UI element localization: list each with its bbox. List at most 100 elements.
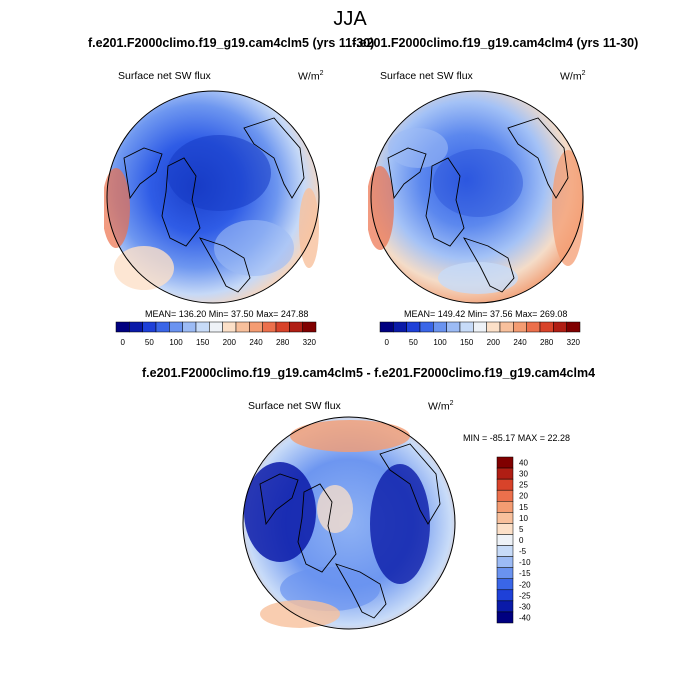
diff-colorbar-swatch: [496, 534, 514, 546]
panel1-stats: MEAN= 136.20 Min= 37.50 Max= 247.88: [145, 309, 309, 319]
panel1-canada-coastline: [123, 147, 163, 200]
diff-colorbar-tick-label: 15: [519, 503, 528, 512]
diff-stats: MIN = -85.17 MAX = 22.28: [463, 433, 571, 443]
diff-colorbar-swatch: [496, 456, 514, 469]
panel2-stats: MEAN= 149.42 Min= 37.56 Max= 269.08: [404, 309, 568, 319]
panel1-colorbar-swatch: [142, 321, 157, 333]
panel1-colorbar-tick-label: 240: [249, 338, 263, 347]
panel1-colorbar-tick-label: 320: [303, 338, 317, 347]
panel1-colorbar-tick-label: 100: [169, 338, 183, 347]
panel1-colorbar-swatch: [222, 321, 237, 333]
diff-colorbar-swatch: [496, 501, 514, 513]
panel1-colorbar-tick-label: 200: [223, 338, 237, 347]
panel2-colorbar: 0 50 100 150 200 240 280 320: [379, 321, 581, 347]
panel2-polar-map: [368, 90, 584, 304]
panel2-asia-coastline: [507, 117, 569, 199]
panel1-case-title: f.e201.F2000climo.f19_g19.cam4clm5 (yrs …: [88, 36, 375, 50]
panel1-asia-coastline: [243, 117, 305, 199]
diff-colorbar-tick-label: -40: [519, 613, 531, 622]
panel1-variable-label: Surface net SW flux: [118, 70, 211, 82]
diff-asia-coastline: [379, 443, 441, 525]
diff-colorbar-tick-label: 25: [519, 481, 528, 490]
panel1-colorbar: 0 50 100 150 200 240 280 320: [115, 321, 317, 347]
panel2-colorbar-swatch: [499, 321, 514, 333]
panel1-europe-coastline: [199, 237, 251, 293]
panel1-colorbar-swatch: [129, 321, 143, 333]
diff-colorbar: 40 30 25 20 15 10 5 0 -5 -10 -15 -20 -25 -30 -40: [496, 456, 531, 624]
panel2-colorbar-swatch: [526, 321, 541, 333]
panel2-colorbar-swatch: [459, 321, 474, 333]
diff-colorbar-tick-label: 30: [519, 470, 528, 479]
diff-title: f.e201.F2000climo.f19_g19.cam4clm5 - f.e…: [142, 366, 596, 380]
panel2-colorbar-tick-label: 240: [513, 338, 527, 347]
panel1-colorbar-tick-label: 280: [276, 338, 290, 347]
panel1-units-label: W/m2: [298, 70, 324, 83]
panel2-colorbar-swatch: [553, 321, 567, 333]
panel1-colorbar-swatch: [209, 321, 223, 333]
panel1-colorbar-swatch: [262, 321, 277, 333]
diff-colorbar-swatch: [496, 545, 514, 557]
panel2-colorbar-swatch: [486, 321, 501, 333]
panel2-colorbar-swatch: [406, 321, 421, 333]
diff-colorbar-swatch: [496, 567, 514, 579]
diff-colorbar-swatch: [496, 556, 514, 568]
diff-colorbar-tick-label: -20: [519, 580, 531, 589]
diff-colorbar-swatch: [496, 589, 514, 602]
panel1-colorbar-tick-label: 50: [145, 338, 154, 347]
panel2-colorbar-tick-label: 0: [384, 338, 389, 347]
panel2-canada-coastline: [387, 147, 427, 200]
diff-polar-map: [242, 416, 456, 630]
panel2-colorbar-swatch: [566, 321, 581, 333]
diff-colorbar-tick-label: -30: [519, 602, 531, 611]
diff-colorbar-swatch: [496, 611, 514, 624]
diff-colorbar-tick-label: 0: [519, 536, 524, 545]
panel1-colorbar-swatch: [115, 321, 130, 333]
diff-colorbar-tick-label: 40: [519, 459, 528, 468]
diff-colorbar-tick-label: 20: [519, 492, 528, 501]
panel1-polar-map: [104, 90, 320, 304]
panel1-colorbar-swatch: [235, 321, 250, 333]
panel1-colorbar-tick-label: 0: [120, 338, 125, 347]
diff-variable-label: Surface net SW flux: [248, 400, 341, 412]
panel1-colorbar-swatch: [249, 321, 263, 333]
panel2-europe-coastline: [463, 237, 515, 293]
panel2-colorbar-swatch: [513, 321, 527, 333]
diff-colorbar-swatch: [496, 512, 514, 524]
panel2-colorbar-swatch: [446, 321, 461, 333]
diff-colorbar-tick-label: -25: [519, 591, 531, 600]
diff-europe-coastline: [335, 563, 387, 619]
panel2-variable-label: Surface net SW flux: [380, 70, 473, 82]
diff-colorbar-tick-label: -15: [519, 569, 531, 578]
diff-colorbar-swatch: [496, 523, 514, 535]
panel2-colorbar-swatch: [473, 321, 487, 333]
diff-colorbar-swatch: [496, 478, 514, 491]
panel2-colorbar-tick-label: 100: [433, 338, 447, 347]
panel2-colorbar-swatch: [433, 321, 447, 333]
diff-colorbar-tick-label: 10: [519, 514, 528, 523]
diff-colorbar-swatch: [496, 489, 514, 502]
panel1-colorbar-swatch: [182, 321, 197, 333]
diff-colorbar-tick-label: 5: [519, 525, 524, 534]
figure-title: JJA: [333, 8, 367, 30]
panel1-colorbar-swatch: [275, 321, 290, 333]
panel2-colorbar-tick-label: 280: [540, 338, 554, 347]
panel1-colorbar-swatch: [155, 321, 170, 333]
diff-colorbar-swatch: [496, 578, 514, 591]
diff-colorbar-swatch: [496, 600, 514, 613]
diff-colorbar-tick-label: -5: [519, 547, 527, 556]
panel1-colorbar-swatch: [302, 321, 317, 333]
panel2-colorbar-swatch: [539, 321, 554, 333]
panel1-colorbar-swatch: [169, 321, 183, 333]
panel2-colorbar-tick-label: 50: [409, 338, 418, 347]
panel2-colorbar-tick-label: 150: [460, 338, 474, 347]
panel2-colorbar-swatch: [379, 321, 394, 333]
panel2-colorbar-swatch: [419, 321, 434, 333]
panel2-case-title: f.e201.F2000climo.f19_g19.cam4clm4 (yrs …: [352, 36, 639, 50]
panel2-units-label: W/m2: [560, 70, 586, 83]
panel1-colorbar-tick-label: 150: [196, 338, 210, 347]
panel2-colorbar-tick-label: 200: [487, 338, 501, 347]
panel1-colorbar-swatch: [195, 321, 210, 333]
diff-colorbar-swatch: [496, 467, 514, 480]
panel2-greenland-coastline: [425, 157, 465, 247]
panel2-colorbar-swatch: [393, 321, 407, 333]
